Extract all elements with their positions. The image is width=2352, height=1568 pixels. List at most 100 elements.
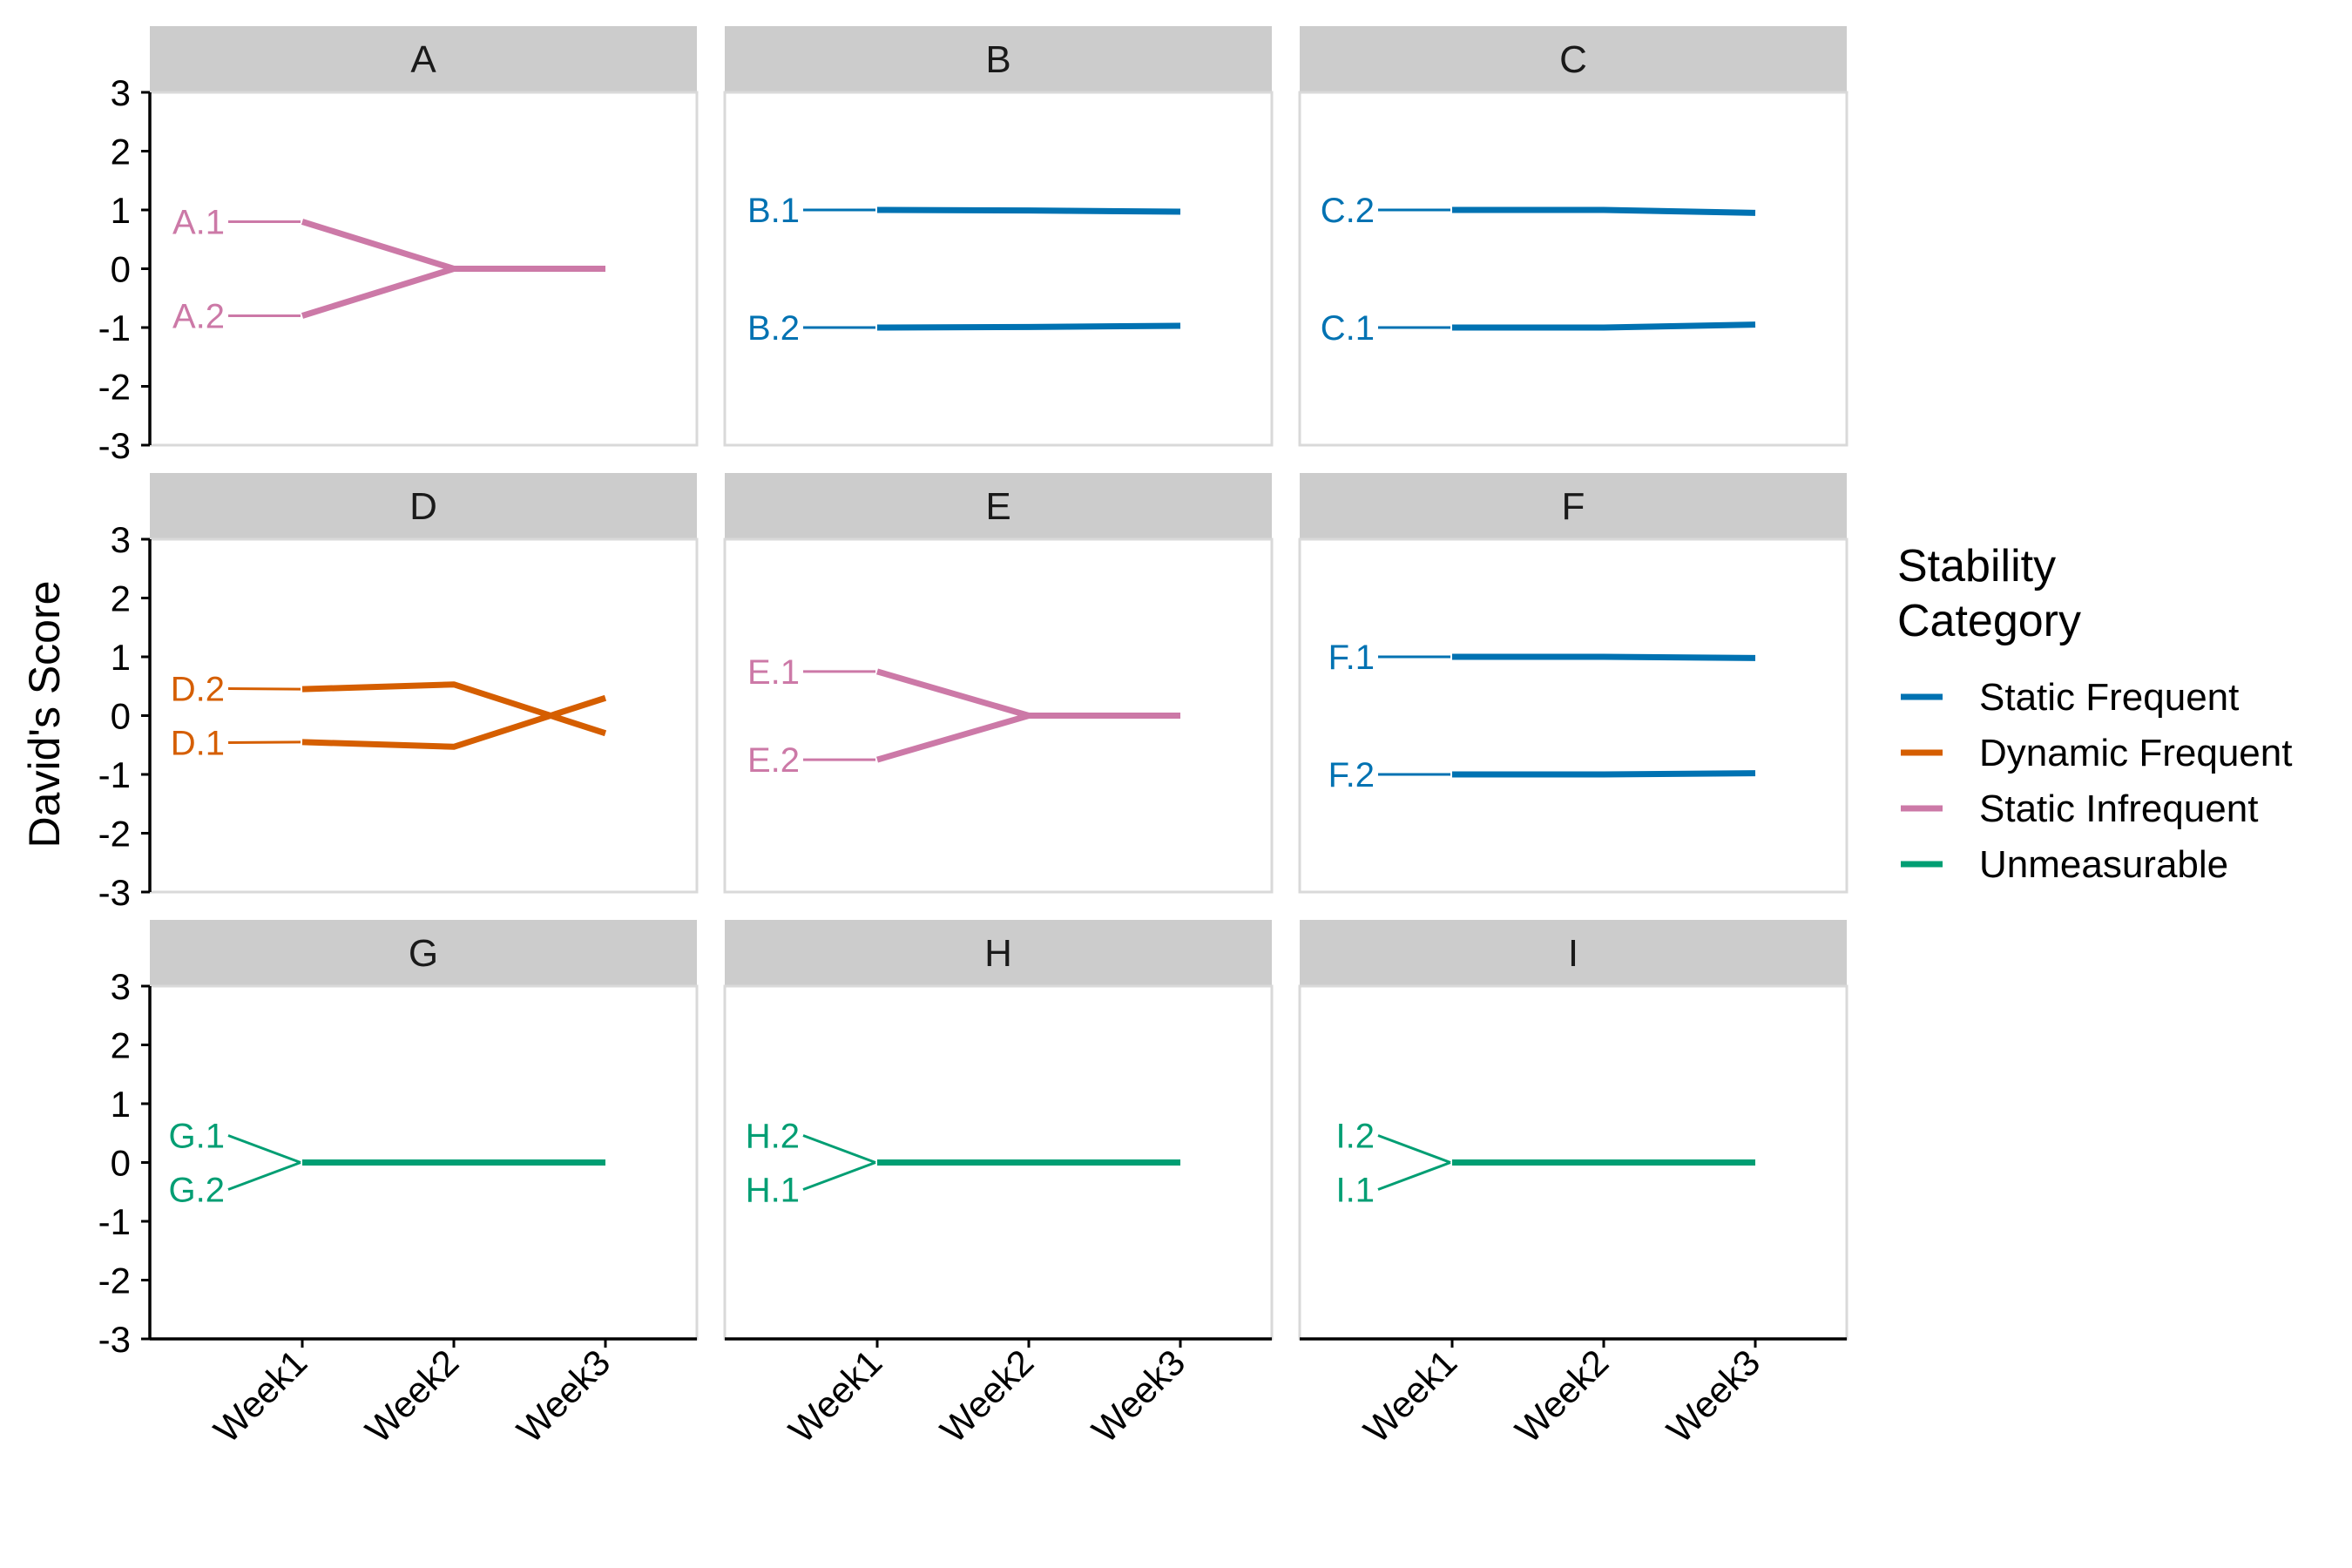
legend-entries: Static Frequent Dynamic Frequent Static In… bbox=[1901, 676, 2292, 886]
panel-B: B B.1 B.2 bbox=[723, 26, 1274, 447]
x-tick-label: Week1 bbox=[206, 1342, 314, 1450]
series-line-B.2 bbox=[876, 322, 1181, 331]
series-label-C.1: C.1 bbox=[1321, 309, 1375, 348]
series-label-D.1: D.1 bbox=[171, 725, 225, 763]
series-label-F.1: F.1 bbox=[1328, 639, 1375, 677]
strip-label-C: C bbox=[1559, 38, 1587, 81]
series-label-C.2: C.2 bbox=[1321, 192, 1375, 230]
panel-D: D -3 -2 -1 0 1 2 3 D.2 D.1 bbox=[98, 473, 699, 913]
series-line-E.2 bbox=[876, 713, 1180, 763]
strip-D bbox=[150, 473, 697, 539]
series-label-B.2: B.2 bbox=[747, 309, 800, 348]
y-tick-label: -1 bbox=[98, 754, 131, 795]
y-tick-label: -1 bbox=[98, 308, 131, 348]
y-tick-label: -1 bbox=[98, 1201, 131, 1242]
series-label-E.1: E.1 bbox=[747, 653, 800, 692]
y-tick-label: 1 bbox=[111, 1084, 131, 1125]
series-label-H.1: H.1 bbox=[746, 1172, 800, 1210]
label-leader-H.2 bbox=[802, 1134, 876, 1164]
label-leader-G.1 bbox=[227, 1134, 301, 1164]
series-label-H.2: H.2 bbox=[746, 1118, 800, 1156]
label-leader-D.1 bbox=[227, 740, 301, 744]
panel-frame-F bbox=[1298, 537, 1848, 894]
strip-G bbox=[150, 920, 697, 986]
series-line-F.1 bbox=[1452, 653, 1756, 661]
panel-H: H Week1 Week2 Week3 H.2 H.1 bbox=[723, 920, 1274, 1450]
legend-label-static-frequent: Static Frequent bbox=[1979, 676, 2239, 719]
strip-B bbox=[725, 26, 1272, 92]
y-tick-label: 2 bbox=[111, 1025, 131, 1066]
legend-title-line-2: Category bbox=[1897, 596, 2081, 646]
y-tick-label: 0 bbox=[111, 1143, 131, 1184]
y-tick-label: -3 bbox=[98, 1319, 131, 1360]
strip-H bbox=[725, 920, 1272, 986]
legend-label-static-infrequent: Static Infrequent bbox=[1979, 787, 2258, 830]
y-tick-label: 1 bbox=[111, 190, 131, 231]
strip-A bbox=[150, 26, 697, 92]
series-label-I.1: I.1 bbox=[1336, 1172, 1375, 1210]
series-label-D.2: D.2 bbox=[171, 671, 225, 709]
panel-E: E E.1 E.2 bbox=[723, 473, 1274, 894]
series-label-B.1: B.1 bbox=[747, 192, 800, 230]
x-tick-label: Week3 bbox=[1084, 1342, 1193, 1450]
x-tick-label: Week1 bbox=[1355, 1342, 1464, 1450]
strip-label-D: D bbox=[409, 485, 437, 528]
series-line-B.1 bbox=[876, 206, 1181, 215]
panel-frame-D bbox=[148, 537, 699, 894]
panel-frame-C bbox=[1298, 91, 1848, 447]
legend: Stability Category Static Frequent Dynami… bbox=[1897, 541, 2292, 886]
y-tick-label: 2 bbox=[111, 578, 131, 619]
x-tick-label: Week2 bbox=[932, 1342, 1041, 1450]
series-line-A.2 bbox=[301, 266, 605, 319]
y-tick-label: -3 bbox=[98, 872, 131, 913]
label-leader-D.2 bbox=[227, 687, 301, 691]
label-leader-H.1 bbox=[802, 1161, 876, 1191]
label-leader-I.2 bbox=[1377, 1134, 1451, 1164]
strip-C bbox=[1300, 26, 1847, 92]
strip-label-H: H bbox=[984, 932, 1012, 975]
y-tick-label: 1 bbox=[111, 637, 131, 678]
y-tick-label: 2 bbox=[111, 132, 131, 172]
strip-label-F: F bbox=[1562, 485, 1585, 528]
panel-frame-A bbox=[148, 91, 699, 447]
strip-I bbox=[1300, 920, 1847, 986]
y-tick-label: 0 bbox=[111, 696, 131, 737]
series-label-F.2: F.2 bbox=[1328, 756, 1375, 794]
series-line-C.2 bbox=[1452, 206, 1756, 216]
label-leader-G.2 bbox=[227, 1161, 301, 1191]
series-label-I.2: I.2 bbox=[1336, 1118, 1375, 1156]
panel-A: A -3 -2 -1 0 1 2 3 A.1 A.2 bbox=[98, 26, 699, 466]
y-axis-label: David's Score bbox=[20, 581, 69, 848]
series-label-G.2: G.2 bbox=[169, 1172, 225, 1210]
series-label-E.2: E.2 bbox=[747, 741, 800, 780]
panel-G: G -3 -2 -1 0 1 2 3 Week1 Week2 Week3 G.1 G.2 bbox=[98, 920, 699, 1450]
panel-frame-B bbox=[723, 91, 1274, 447]
strip-label-A: A bbox=[410, 38, 436, 81]
y-tick-label: -2 bbox=[98, 1260, 131, 1301]
panel-I: I Week1 Week2 Week3 I.2 I.1 bbox=[1298, 920, 1848, 1450]
panel-F: F F.1 F.2 bbox=[1298, 473, 1848, 894]
series-label-A.1: A.1 bbox=[172, 204, 225, 242]
panel-frame-E bbox=[723, 537, 1274, 894]
legend-title-line-1: Stability bbox=[1897, 541, 2056, 591]
y-tick-label: -3 bbox=[98, 425, 131, 466]
series-label-G.1: G.1 bbox=[169, 1118, 225, 1156]
y-tick-label: -2 bbox=[98, 814, 131, 855]
series-line-C.1 bbox=[1452, 321, 1756, 331]
y-tick-label: 3 bbox=[111, 72, 131, 113]
y-tick-label: 3 bbox=[111, 966, 131, 1007]
x-tick-label: Week3 bbox=[509, 1342, 618, 1450]
facet-panels: A -3 -2 -1 0 1 2 3 A.1 A.2 B B.1 B.2 C C.2 C.1 D -3 -2 -1 0 1… bbox=[98, 26, 1848, 1450]
panel-C: C C.2 C.1 bbox=[1298, 26, 1848, 447]
legend-label-dynamic-frequent: Dynamic Frequent bbox=[1979, 732, 2292, 774]
strip-label-G: G bbox=[409, 932, 438, 975]
strip-F bbox=[1300, 473, 1847, 539]
legend-label-unmeasurable: Unmeasurable bbox=[1979, 843, 2228, 886]
x-tick-label: Week1 bbox=[781, 1342, 889, 1450]
x-tick-label: Week2 bbox=[1507, 1342, 1616, 1450]
label-leader-I.1 bbox=[1377, 1161, 1451, 1191]
y-tick-label: -2 bbox=[98, 367, 131, 408]
strip-label-I: I bbox=[1568, 932, 1578, 975]
strip-label-E: E bbox=[985, 485, 1010, 528]
